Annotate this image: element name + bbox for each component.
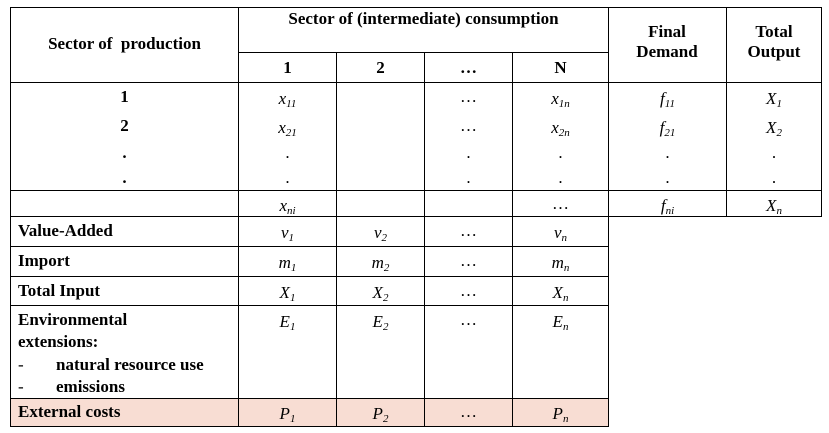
header-sector-production: Sector of production — [48, 34, 201, 53]
label-external-costs: External costs — [18, 402, 121, 421]
cell-dot: . — [771, 143, 777, 162]
cell-dot: . — [665, 143, 670, 162]
cell-ti-ellipsis: … — [460, 281, 477, 300]
cell-x21: x21 — [278, 118, 297, 139]
cell-X1-output: X1 — [766, 89, 782, 110]
label-extensions: extensions: — [18, 332, 99, 351]
col-header-1: 1 — [283, 58, 292, 77]
cell-v1: v1 — [280, 223, 295, 244]
cell-m1: m1 — [278, 253, 297, 274]
cell-v2: v2 — [373, 223, 388, 244]
cell-dot: . — [558, 143, 563, 162]
cell-va-ellipsis: … — [460, 221, 477, 240]
cell-Xn-input: Xn — [552, 283, 569, 304]
cell-E1: E1 — [279, 312, 296, 333]
cell-import-ellipsis: … — [460, 251, 477, 270]
col-header-n: N — [554, 58, 567, 77]
cell-Xn-output: Xn — [766, 196, 782, 217]
cell-f11: f11 — [660, 89, 675, 110]
row-label-2: 2 — [120, 116, 129, 135]
cell-X1-input: X1 — [279, 283, 296, 304]
cell-f21: f21 — [659, 118, 676, 139]
cell-dot: . — [466, 143, 471, 162]
cell-dot: . — [285, 143, 290, 162]
cell-dot: . — [466, 168, 471, 187]
external-costs-highlight — [10, 398, 608, 426]
cell-dot: . — [665, 168, 670, 187]
cell-r1-ellipsis: … — [460, 87, 477, 106]
header-final-demand: Final Demand — [636, 22, 698, 61]
cell-X2-output: X2 — [766, 118, 782, 139]
label-import: Import — [18, 251, 70, 270]
env-item-dash-2: - — [18, 377, 24, 396]
row-label-1: 1 — [120, 87, 129, 106]
env-item-emissions: emissions — [56, 377, 125, 396]
cell-dot: . — [285, 168, 290, 187]
cell-P2: P2 — [372, 404, 389, 425]
env-item-dash-1: - — [18, 355, 24, 374]
label-total-input: Total Input — [18, 281, 101, 300]
cell-x2n: x2n — [551, 118, 570, 139]
cell-Pn: Pn — [552, 404, 569, 425]
cell-mn: mn — [551, 253, 570, 274]
col-header-2: 2 — [376, 58, 385, 77]
label-environmental: Environmental — [18, 310, 128, 329]
col-header-ellipsis: … — [460, 58, 477, 77]
cell-vn: vn — [553, 223, 568, 244]
row-label-dot-2: . — [122, 168, 127, 187]
cell-r2-ellipsis: … — [460, 116, 477, 135]
cell-x1n: x1n — [551, 89, 570, 110]
cell-P1: P1 — [279, 404, 296, 425]
cell-dot: . — [771, 168, 777, 187]
cell-r5-ellipsis: … — [552, 194, 569, 213]
cell-xni: xni — [279, 196, 296, 217]
header-sector-consumption: Sector of (intermediate) consumption — [288, 9, 559, 28]
header-total-output: Total Output — [747, 22, 801, 61]
label-value-added: Value-Added — [18, 221, 113, 240]
cell-ec-ellipsis: … — [460, 402, 477, 421]
cell-fni: fni — [660, 196, 675, 217]
cell-env-ellipsis: … — [460, 310, 477, 329]
cell-dot: . — [558, 168, 563, 187]
cell-E2: E2 — [372, 312, 389, 333]
cell-X2-input: X2 — [372, 283, 389, 304]
env-item-natural-resource-use: natural resource use — [56, 355, 204, 374]
row-label-dot-1: . — [122, 143, 127, 162]
cell-En: En — [552, 312, 569, 333]
cell-x11: x11 — [278, 89, 297, 110]
cell-m2: m2 — [371, 253, 390, 274]
